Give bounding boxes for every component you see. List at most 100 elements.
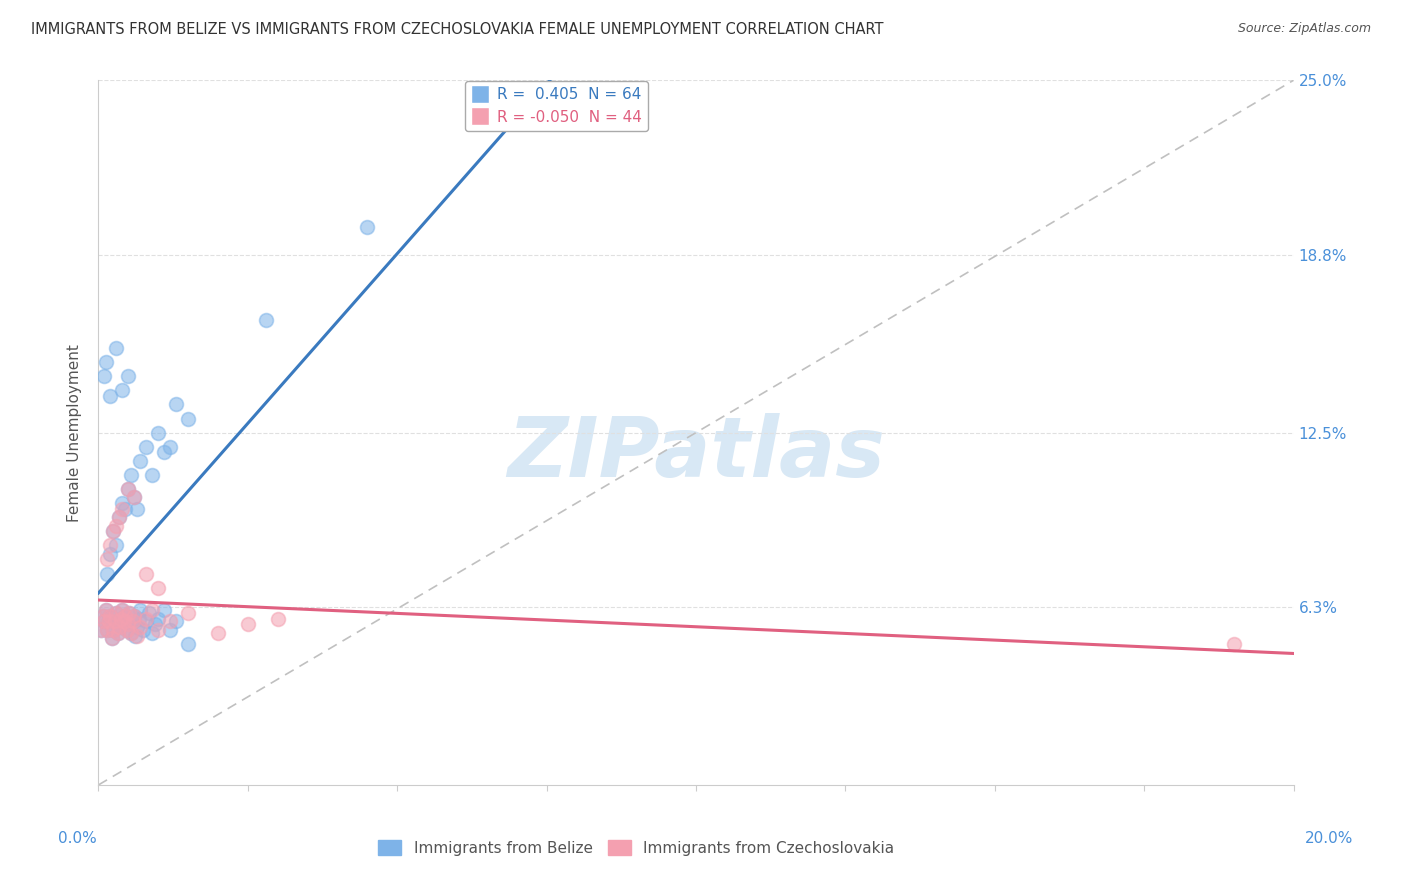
Point — [127, 620, 149, 634]
Point — [107, 625, 129, 640]
Point — [100, 632, 122, 646]
Point — [128, 612, 150, 626]
Point — [207, 625, 229, 640]
Point — [127, 501, 149, 516]
Point — [117, 482, 139, 496]
Point — [108, 620, 131, 634]
Point — [90, 623, 112, 637]
Point — [165, 397, 187, 411]
Point — [124, 608, 146, 623]
Point — [114, 608, 136, 623]
Point — [124, 608, 146, 623]
Point — [236, 617, 259, 632]
Point — [141, 603, 163, 617]
Point — [117, 617, 139, 632]
Point — [114, 608, 136, 623]
Point — [103, 524, 125, 539]
Point — [94, 355, 117, 369]
Point — [105, 518, 128, 533]
Point — [105, 606, 128, 620]
Point — [165, 615, 187, 629]
Text: 20.0%: 20.0% — [1305, 831, 1353, 846]
Point — [111, 603, 134, 617]
Point — [159, 615, 181, 629]
Point — [138, 606, 160, 620]
Point — [124, 629, 146, 643]
Point — [96, 552, 118, 566]
Point — [177, 606, 200, 620]
Point — [108, 510, 131, 524]
Point — [177, 637, 200, 651]
Point — [93, 369, 115, 384]
Point — [111, 384, 134, 398]
Point — [103, 623, 125, 637]
Point — [1223, 637, 1246, 651]
Point — [148, 623, 170, 637]
Point — [108, 510, 131, 524]
Point — [94, 603, 117, 617]
Point — [177, 411, 200, 425]
Legend: Immigrants from Belize, Immigrants from Czechoslovakia: Immigrants from Belize, Immigrants from … — [373, 834, 900, 862]
Text: ZIPatlas: ZIPatlas — [508, 413, 884, 494]
Point — [129, 603, 152, 617]
Point — [267, 612, 290, 626]
Point — [153, 445, 176, 459]
Point — [90, 623, 112, 637]
Point — [148, 581, 170, 595]
Point — [91, 608, 114, 623]
Point — [110, 612, 132, 626]
Point — [112, 615, 135, 629]
Point — [135, 440, 157, 454]
Point — [115, 623, 138, 637]
Point — [98, 389, 122, 403]
Point — [124, 491, 146, 505]
Point — [107, 625, 129, 640]
Point — [135, 615, 157, 629]
Text: 0.0%: 0.0% — [58, 831, 97, 846]
Point — [132, 623, 155, 637]
Point — [105, 606, 128, 620]
Point — [120, 625, 142, 640]
Point — [148, 612, 170, 626]
Point — [115, 623, 138, 637]
Point — [103, 524, 125, 539]
Point — [122, 615, 145, 629]
Point — [111, 603, 134, 617]
Text: IMMIGRANTS FROM BELIZE VS IMMIGRANTS FROM CZECHOSLOVAKIA FEMALE UNEMPLOYMENT COR: IMMIGRANTS FROM BELIZE VS IMMIGRANTS FRO… — [31, 22, 883, 37]
Point — [127, 629, 149, 643]
Point — [98, 547, 122, 561]
Point — [111, 501, 134, 516]
Point — [100, 632, 122, 646]
Point — [118, 606, 141, 620]
Point — [120, 467, 142, 482]
Point — [117, 369, 139, 384]
Point — [122, 615, 145, 629]
Point — [120, 625, 142, 640]
Point — [124, 491, 146, 505]
Point — [108, 620, 131, 634]
Point — [254, 313, 277, 327]
Point — [356, 219, 378, 234]
Point — [104, 615, 127, 629]
Point — [117, 482, 139, 496]
Point — [148, 425, 170, 440]
Point — [103, 623, 125, 637]
Point — [114, 501, 136, 516]
Point — [141, 625, 163, 640]
Point — [110, 612, 132, 626]
Point — [96, 566, 118, 581]
Point — [135, 566, 157, 581]
Point — [91, 608, 114, 623]
Point — [98, 615, 121, 629]
Point — [98, 538, 122, 552]
Point — [129, 454, 152, 468]
Point — [117, 617, 139, 632]
Point — [118, 606, 141, 620]
Point — [105, 341, 128, 355]
Point — [96, 623, 118, 637]
Point — [111, 496, 134, 510]
Point — [143, 617, 166, 632]
Point — [93, 615, 115, 629]
Point — [135, 612, 157, 626]
Point — [94, 603, 117, 617]
